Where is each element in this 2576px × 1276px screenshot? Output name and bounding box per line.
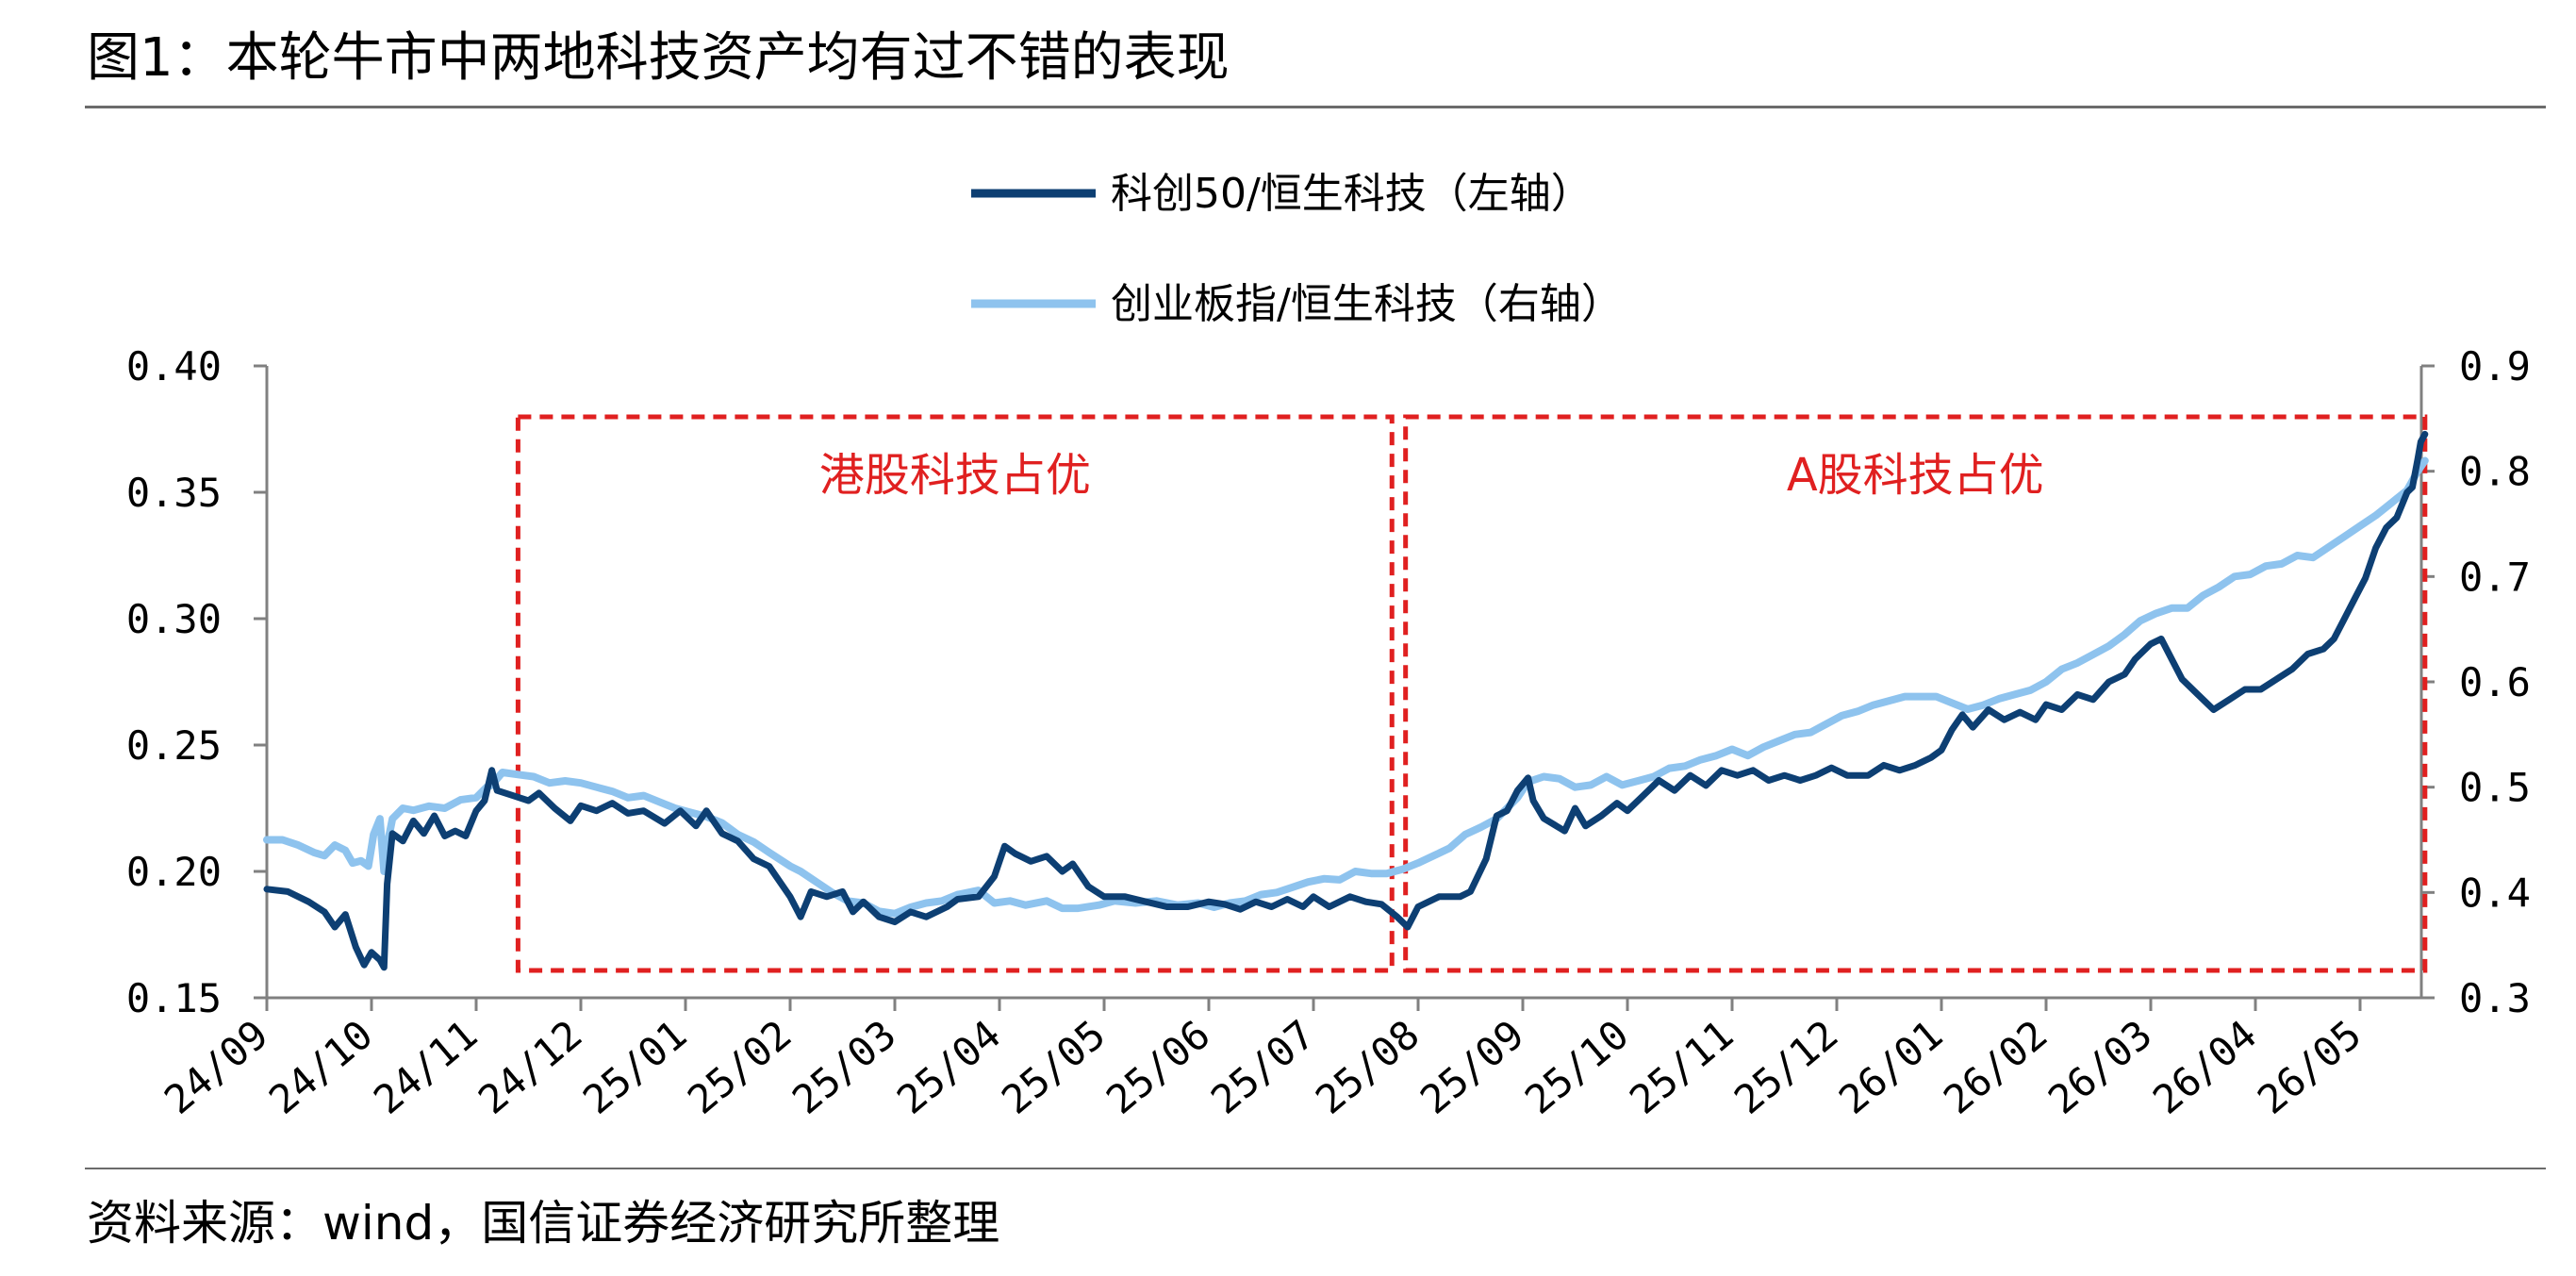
- x-axis-tick-label: 26/02: [1935, 1011, 2056, 1123]
- x-axis-tick-label: 24/10: [260, 1011, 381, 1123]
- legend-label: 科创50/恒生科技（左轴）: [1111, 170, 1593, 218]
- highlight-box-label: A股科技占优: [1787, 449, 2044, 502]
- figure-title: 图1：本轮牛市中两地科技资产均有过不错的表现: [87, 27, 1230, 89]
- x-axis-tick-label: 26/04: [2144, 1011, 2265, 1123]
- left-axis-tick-label: 0.35: [126, 470, 222, 516]
- right-axis-tick-label: 0.6: [2459, 659, 2531, 705]
- series-line-kechuang50: [263, 430, 2429, 971]
- x-axis-tick-label: 25/02: [679, 1011, 800, 1123]
- right-axis-tick-label: 0.4: [2459, 870, 2531, 916]
- x-axis-tick-label: 24/09: [156, 1011, 276, 1123]
- left-axis-tick-label: 0.15: [126, 975, 222, 1021]
- bottom-divider: [85, 1168, 2546, 1169]
- x-axis-tick-label: 25/03: [784, 1011, 904, 1123]
- chart-axes: 0.15 0.20 0.25 0.30 0.35 0.40 0.3 0.4 0.5 0.6 0.7 0…: [126, 343, 2531, 1123]
- series-line-chinext: [263, 456, 2429, 918]
- x-axis-tick-label: 25/09: [1412, 1011, 1532, 1123]
- highlight-boxes: 港股科技占优 A股科技占优: [515, 414, 2428, 973]
- x-axis-tick-label: 25/10: [1516, 1011, 1637, 1123]
- x-axis-tick-label: 25/12: [1726, 1011, 1846, 1123]
- left-axis-tick-label: 0.20: [126, 849, 222, 895]
- left-axis-tick-label: 0.40: [126, 343, 222, 389]
- right-axis-tick-label: 0.7: [2459, 554, 2531, 600]
- x-axis-tick-label: 24/12: [470, 1011, 590, 1123]
- x-axis-tick-label: 26/01: [1830, 1011, 1951, 1123]
- x-axis-tick-label: 25/11: [1621, 1011, 1742, 1123]
- x-axis-tick-label: 24/11: [365, 1011, 486, 1123]
- highlight-box: [1403, 414, 2428, 973]
- x-axis-tick-label: 25/05: [993, 1011, 1114, 1123]
- highlight-box: [515, 414, 1395, 973]
- chart-legend: 科创50/恒生科技（左轴） 创业板指/恒生科技（右轴）: [971, 170, 1623, 328]
- right-axis-tick-label: 0.8: [2459, 449, 2531, 495]
- series-lines: [263, 430, 2429, 971]
- x-axis-tick-label: 25/06: [1098, 1011, 1218, 1123]
- left-axis-tick-label: 0.25: [126, 722, 222, 769]
- x-axis-tick-label: 25/04: [888, 1011, 1009, 1123]
- highlight-box-label: 港股科技占优: [819, 449, 1091, 502]
- x-axis-tick-label: 25/08: [1307, 1011, 1428, 1123]
- x-axis-tick-label: 25/01: [574, 1011, 695, 1123]
- legend-label: 创业板指/恒生科技（右轴）: [1111, 280, 1623, 328]
- right-axis-tick-label: 0.3: [2459, 975, 2531, 1021]
- x-axis-tick-label: 25/07: [1202, 1011, 1323, 1123]
- left-axis-tick-label: 0.30: [126, 596, 222, 642]
- source-note: 资料来源：wind，国信证券经济研究所整理: [87, 1196, 1000, 1251]
- right-axis-tick-label: 0.9: [2459, 343, 2531, 389]
- top-divider: [85, 106, 2546, 108]
- x-axis-tick-label: 26/03: [2039, 1011, 2160, 1123]
- x-axis-tick-label: 26/05: [2249, 1011, 2370, 1123]
- right-axis-tick-label: 0.5: [2459, 765, 2531, 811]
